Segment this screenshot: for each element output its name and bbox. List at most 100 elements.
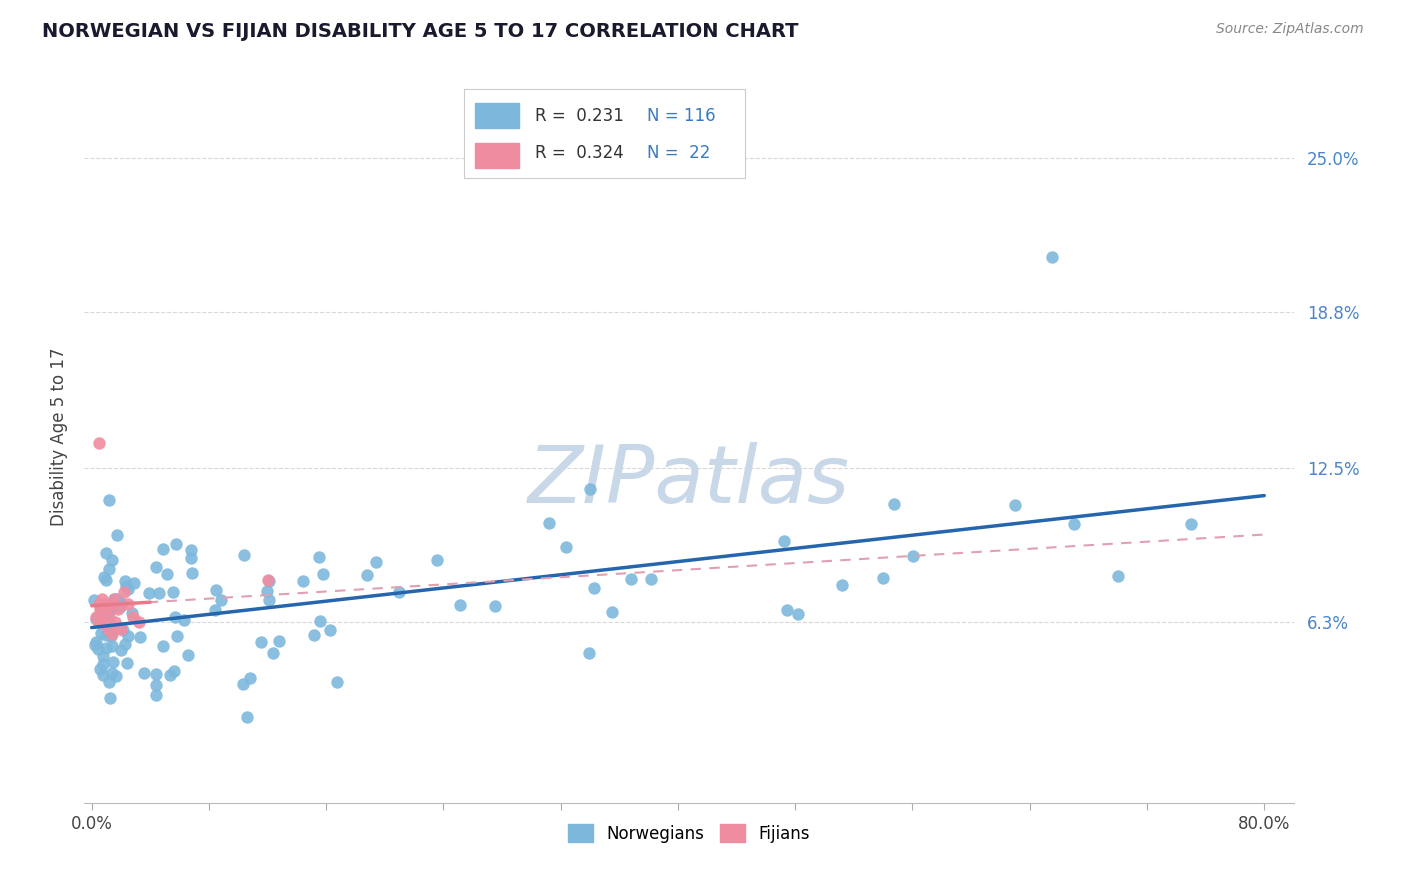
Point	[267, 634, 290, 648]
Point	[148, 586, 170, 600]
Point	[96, 602, 118, 616]
Point	[108, 621, 131, 635]
Point	[94, 598, 117, 612]
Point	[97, 622, 120, 636]
Point	[554, 540, 576, 554]
Point	[117, 582, 139, 596]
Point	[96, 628, 118, 642]
Point	[87, 436, 110, 450]
Point	[209, 593, 232, 607]
Point	[97, 562, 120, 576]
Point	[180, 543, 202, 558]
Point	[111, 624, 134, 638]
Point	[94, 546, 117, 560]
Point	[93, 570, 115, 584]
Point	[356, 568, 378, 582]
Point	[257, 574, 280, 589]
Point	[239, 671, 262, 685]
Point	[883, 497, 905, 511]
Point	[787, 607, 810, 622]
Point	[110, 596, 132, 610]
Y-axis label: Disability Age 5 to 17: Disability Age 5 to 17	[49, 348, 67, 526]
Point	[537, 516, 560, 530]
Point	[232, 677, 254, 691]
Point	[620, 572, 643, 586]
Point	[165, 537, 187, 551]
Point	[110, 643, 132, 657]
Point	[162, 585, 184, 599]
Point	[312, 567, 335, 582]
Point	[91, 668, 114, 682]
Point	[98, 610, 121, 624]
Point	[114, 574, 136, 589]
Point	[388, 584, 411, 599]
Point	[308, 614, 330, 628]
Point	[98, 674, 121, 689]
Point	[145, 688, 167, 702]
Point	[121, 607, 143, 621]
Text: Source: ZipAtlas.com: Source: ZipAtlas.com	[1216, 22, 1364, 37]
Point	[181, 566, 204, 581]
Point	[292, 574, 315, 588]
Point	[105, 528, 128, 542]
Point	[101, 666, 124, 681]
Point	[128, 615, 150, 629]
Point	[872, 571, 894, 585]
Point	[256, 573, 278, 587]
Point	[124, 575, 146, 590]
Point	[89, 662, 111, 676]
Point	[364, 556, 387, 570]
Point	[640, 572, 662, 586]
Point	[96, 612, 118, 626]
Point	[100, 629, 122, 643]
Point	[177, 648, 200, 662]
Point	[250, 634, 273, 648]
Point	[262, 647, 284, 661]
Point	[180, 551, 202, 566]
Point	[84, 612, 107, 626]
Point	[138, 585, 160, 599]
Point	[98, 492, 121, 507]
Point	[205, 582, 228, 597]
Point	[84, 610, 107, 624]
Point	[233, 548, 256, 562]
Text: N =  22: N = 22	[647, 145, 710, 162]
Point	[101, 553, 124, 567]
Point	[98, 603, 121, 617]
Point	[152, 541, 174, 556]
Point	[152, 639, 174, 653]
Point	[166, 629, 188, 643]
Point	[107, 602, 129, 616]
Text: NORWEGIAN VS FIJIAN DISABILITY AGE 5 TO 17 CORRELATION CHART: NORWEGIAN VS FIJIAN DISABILITY AGE 5 TO …	[42, 22, 799, 41]
Point	[426, 553, 449, 567]
Point	[600, 605, 623, 619]
Point	[105, 591, 128, 606]
Point	[145, 560, 167, 574]
Point	[105, 669, 128, 683]
Legend: Norwegians, Fijians: Norwegians, Fijians	[561, 818, 817, 849]
Point	[582, 581, 605, 595]
Point	[89, 602, 111, 616]
Point	[1063, 517, 1085, 532]
Point	[831, 578, 853, 592]
Text: N = 116: N = 116	[647, 107, 716, 125]
Point	[107, 596, 129, 610]
Point	[173, 614, 195, 628]
Point	[159, 668, 181, 682]
Point	[775, 603, 797, 617]
Point	[101, 627, 124, 641]
Point	[91, 592, 114, 607]
Point	[96, 573, 118, 587]
Point	[100, 601, 122, 615]
Point	[235, 710, 257, 724]
Point	[773, 534, 796, 549]
Point	[115, 657, 138, 671]
Point	[257, 592, 280, 607]
Point	[163, 664, 186, 678]
Point	[98, 623, 121, 637]
Point	[326, 674, 349, 689]
Point	[115, 579, 138, 593]
Point	[578, 646, 600, 660]
Point	[108, 599, 131, 614]
Point	[103, 655, 125, 669]
